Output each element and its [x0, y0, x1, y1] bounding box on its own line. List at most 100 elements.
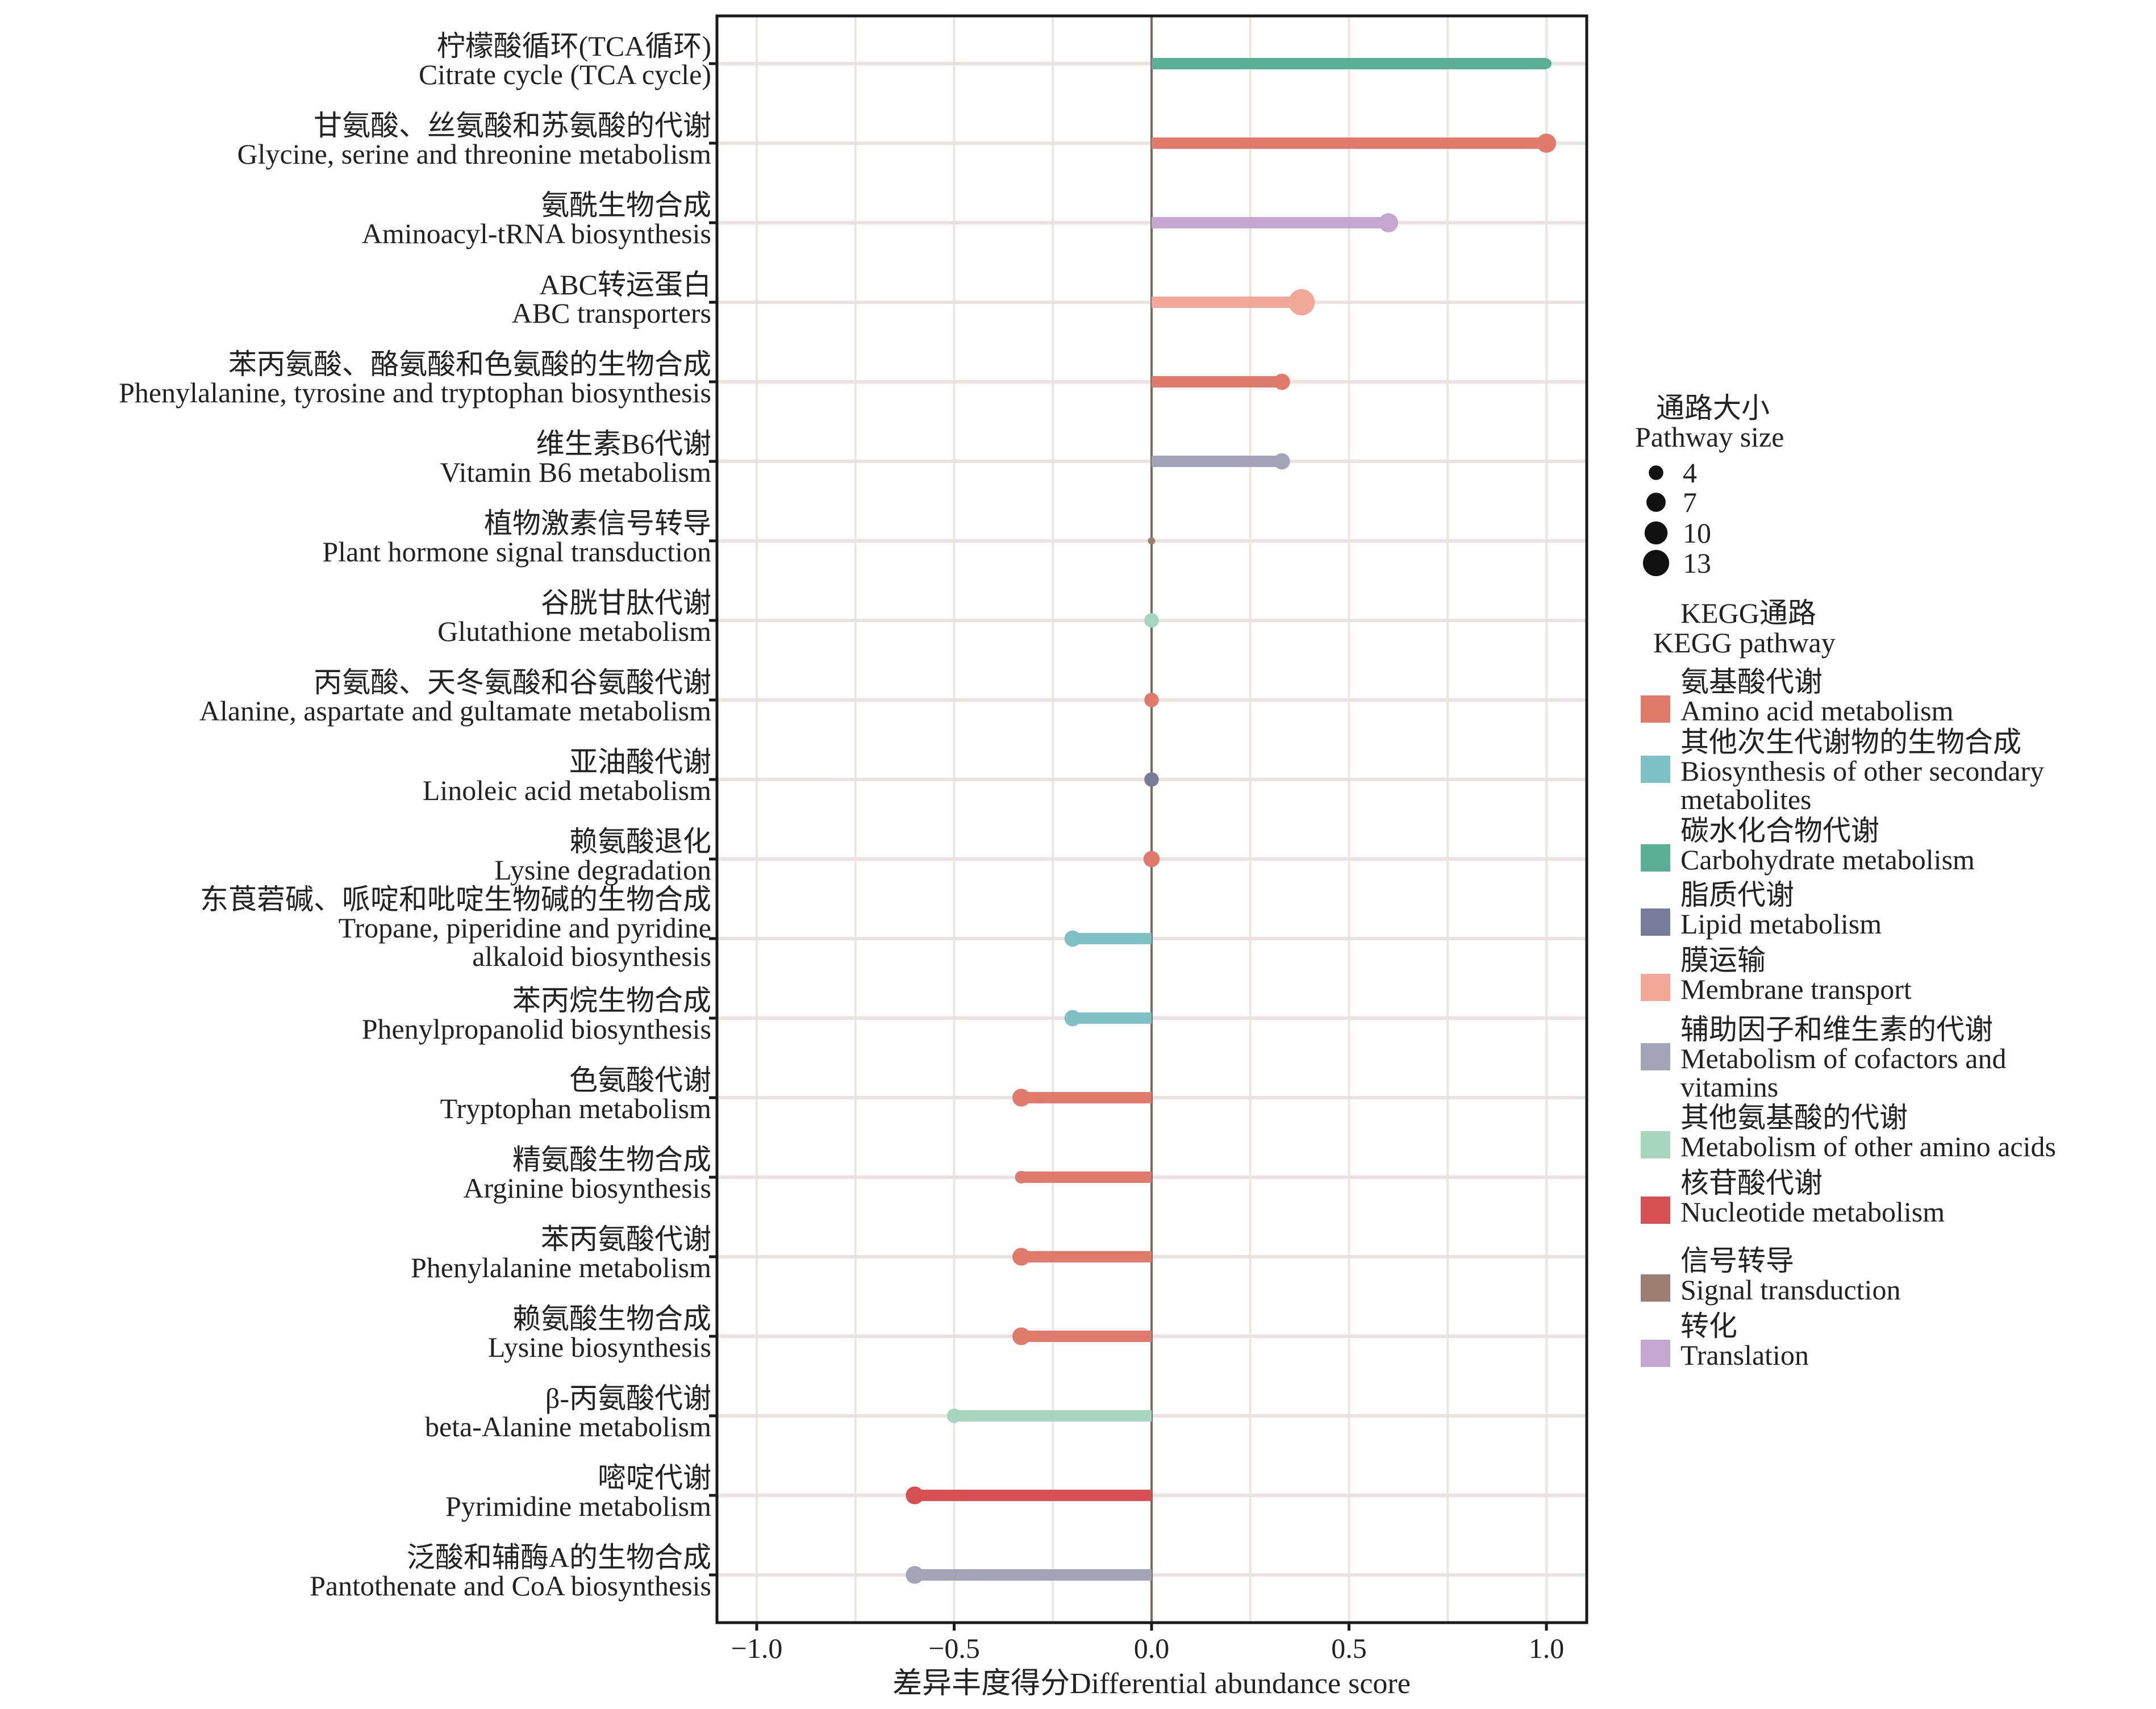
lollipop-point [1064, 1010, 1081, 1027]
lollipop-point [1274, 453, 1290, 470]
y-label-en: Linoleic acid metabolism [423, 774, 711, 806]
size-legend-dot [1644, 521, 1668, 545]
color-legend-label-en: Carbohydrate metabolism [1680, 844, 1975, 876]
lollipop-point [906, 1566, 924, 1584]
color-legend-swatch [1641, 1274, 1670, 1302]
y-label-en: Phenylalanine metabolism [411, 1252, 711, 1283]
color-legend-title-zh: KEGG通路 [1680, 597, 1816, 629]
x-tick-label: 0.5 [1331, 1632, 1367, 1664]
x-tick-label: −1.0 [731, 1632, 783, 1664]
lollipop-point [1537, 134, 1556, 153]
color-legend-label-zh: 转化 [1680, 1310, 1737, 1342]
y-label-en: Alanine, aspartate and gultamate metabol… [199, 695, 711, 727]
color-legend-swatch [1641, 1340, 1670, 1367]
y-label-zh: 亚油酸代谢 [569, 746, 711, 778]
size-legend-title-en: Pathway size [1635, 421, 1784, 453]
y-label-zh: 精氨酸生物合成 [512, 1144, 711, 1176]
lollipop-point [1012, 1089, 1031, 1107]
x-tick-label: −0.5 [928, 1632, 980, 1664]
color-legend-label-en: Nucleotide metabolism [1680, 1196, 1945, 1228]
y-label-zh: 苯丙氨酸代谢 [541, 1223, 711, 1255]
y-label-zh: 赖氨酸生物合成 [512, 1303, 711, 1335]
color-legend-label-en: Amino acid metabolism [1680, 695, 1954, 727]
y-label-zh: 苯丙氨酸、酪氨酸和色氨酸的生物合成 [228, 348, 711, 380]
lollipop-point [1064, 930, 1081, 947]
size-legend-label: 10 [1683, 517, 1711, 549]
y-label-zh: 柠檬酸循环(TCA循环) [437, 30, 711, 62]
x-axis-title: 差异丰度得分Differential abundance score [893, 1668, 1411, 1700]
y-label-en: Plant hormone signal transduction [322, 536, 711, 568]
color-legend-label-zh: 氨基酸代谢 [1680, 666, 1823, 698]
y-axis-labels: 柠檬酸循环(TCA循环)Citrate cycle (TCA cycle) 甘氨酸… [119, 30, 717, 1602]
lollipop-point [1541, 58, 1552, 69]
lollipop-point [1274, 373, 1290, 390]
y-label-en: Pantothenate and CoA biosynthesis [310, 1570, 711, 1602]
color-legend-label-en: Translation [1680, 1339, 1809, 1371]
lollipop-point [1015, 1170, 1028, 1184]
y-label-en: Phenylpropanolid biosynthesis [362, 1013, 711, 1045]
lollipop-point [1288, 289, 1315, 316]
lollipop-point [1144, 772, 1159, 787]
y-label-en: alkaloid biosynthesis [472, 940, 711, 972]
y-label-zh: 谷胱甘肽代谢 [541, 587, 711, 619]
y-label-zh: β-丙氨酸代谢 [545, 1382, 711, 1414]
size-legend-dot [1649, 465, 1663, 480]
y-label-en: beta-Alanine metabolism [425, 1411, 711, 1443]
y-label-zh: 植物激素信号转导 [484, 507, 711, 539]
color-legend-label-zh: 脂质代谢 [1680, 879, 1794, 911]
marks [906, 58, 1556, 1584]
color-legend-label-zh: 核苷酸代谢 [1680, 1167, 1823, 1199]
y-label-en: Glycine, serine and threonine metabolism [237, 138, 712, 170]
y-label-en: Tryptophan metabolism [440, 1093, 711, 1124]
y-label-zh: 甘氨酸、丝氨酸和苏氨酸的代谢 [314, 110, 711, 141]
color-legend-label-en: Membrane transport [1680, 973, 1912, 1005]
y-label-en: Citrate cycle (TCA cycle) [419, 59, 711, 90]
color-legend-swatch [1641, 1043, 1670, 1070]
color-legend-swatch [1641, 974, 1670, 1001]
size-legend-dot [1646, 493, 1666, 512]
lollipop-point [1143, 851, 1160, 868]
size-legend-label: 4 [1683, 457, 1697, 489]
y-label-en: Vitamin B6 metabolism [440, 456, 711, 488]
size-legend-dot [1642, 549, 1670, 577]
lollipop-point [906, 1486, 924, 1504]
lollipop-point [1012, 1248, 1031, 1266]
lollipop-point [1148, 537, 1156, 545]
color-legend-swatch [1641, 844, 1670, 872]
color-legend-label-en: metabolites [1680, 783, 1812, 815]
y-label-en: Arginine biosynthesis [463, 1172, 711, 1204]
y-label-zh: 色氨酸代谢 [569, 1064, 711, 1096]
color-legend-label-zh: 信号转导 [1680, 1245, 1794, 1277]
size-legend-label: 7 [1683, 486, 1697, 518]
y-label-zh: 维生素B6代谢 [536, 428, 711, 460]
color-legend-swatch [1641, 1131, 1670, 1158]
color-legend-label-zh: 其他氨基酸的代谢 [1680, 1102, 1908, 1133]
y-label-en: Aminoacyl-tRNA biosynthesis [362, 218, 711, 249]
y-label-en: Phenylalanine, tyrosine and tryptophan b… [119, 377, 711, 409]
color-legend-swatch [1641, 1197, 1670, 1224]
y-label-en: Glutathione metabolism [437, 615, 711, 647]
x-axis: −1.0 −0.5 0.0 0.5 1.0 [731, 1623, 1564, 1664]
y-label-zh: 东莨菪碱、哌啶和吡啶生物碱的生物合成 [200, 883, 711, 915]
color-legend-label-zh: 膜运输 [1680, 944, 1766, 976]
y-label-en: Pyrimidine metabolism [445, 1490, 711, 1522]
y-label-en: Lysine biosynthesis [488, 1331, 711, 1363]
color-legend-swatch [1641, 756, 1670, 783]
y-label-zh: 泛酸和辅酶A的生物合成 [407, 1541, 711, 1573]
y-label-zh: 苯丙烷生物合成 [512, 985, 711, 1016]
color-legend-label-en: Metabolism of other amino acids [1680, 1131, 2056, 1162]
y-label-en: ABC transporters [512, 297, 711, 329]
grid [717, 16, 1587, 1623]
y-label-en: Tropane, piperidine and pyridine [339, 912, 711, 944]
color-legend-label-en: Biosynthesis of other secondary [1680, 755, 2044, 787]
y-label-en: Lysine degradation [494, 854, 711, 886]
lollipop-point [1144, 693, 1159, 707]
size-legend-title-zh: 通路大小 [1656, 392, 1770, 424]
size-legend-label: 13 [1683, 547, 1711, 579]
lollipop-point [1012, 1327, 1031, 1345]
y-label-zh: 嘧啶代谢 [598, 1462, 711, 1494]
color-legend-label-en: vitamins [1680, 1071, 1778, 1103]
lollipop-point [1379, 213, 1398, 232]
